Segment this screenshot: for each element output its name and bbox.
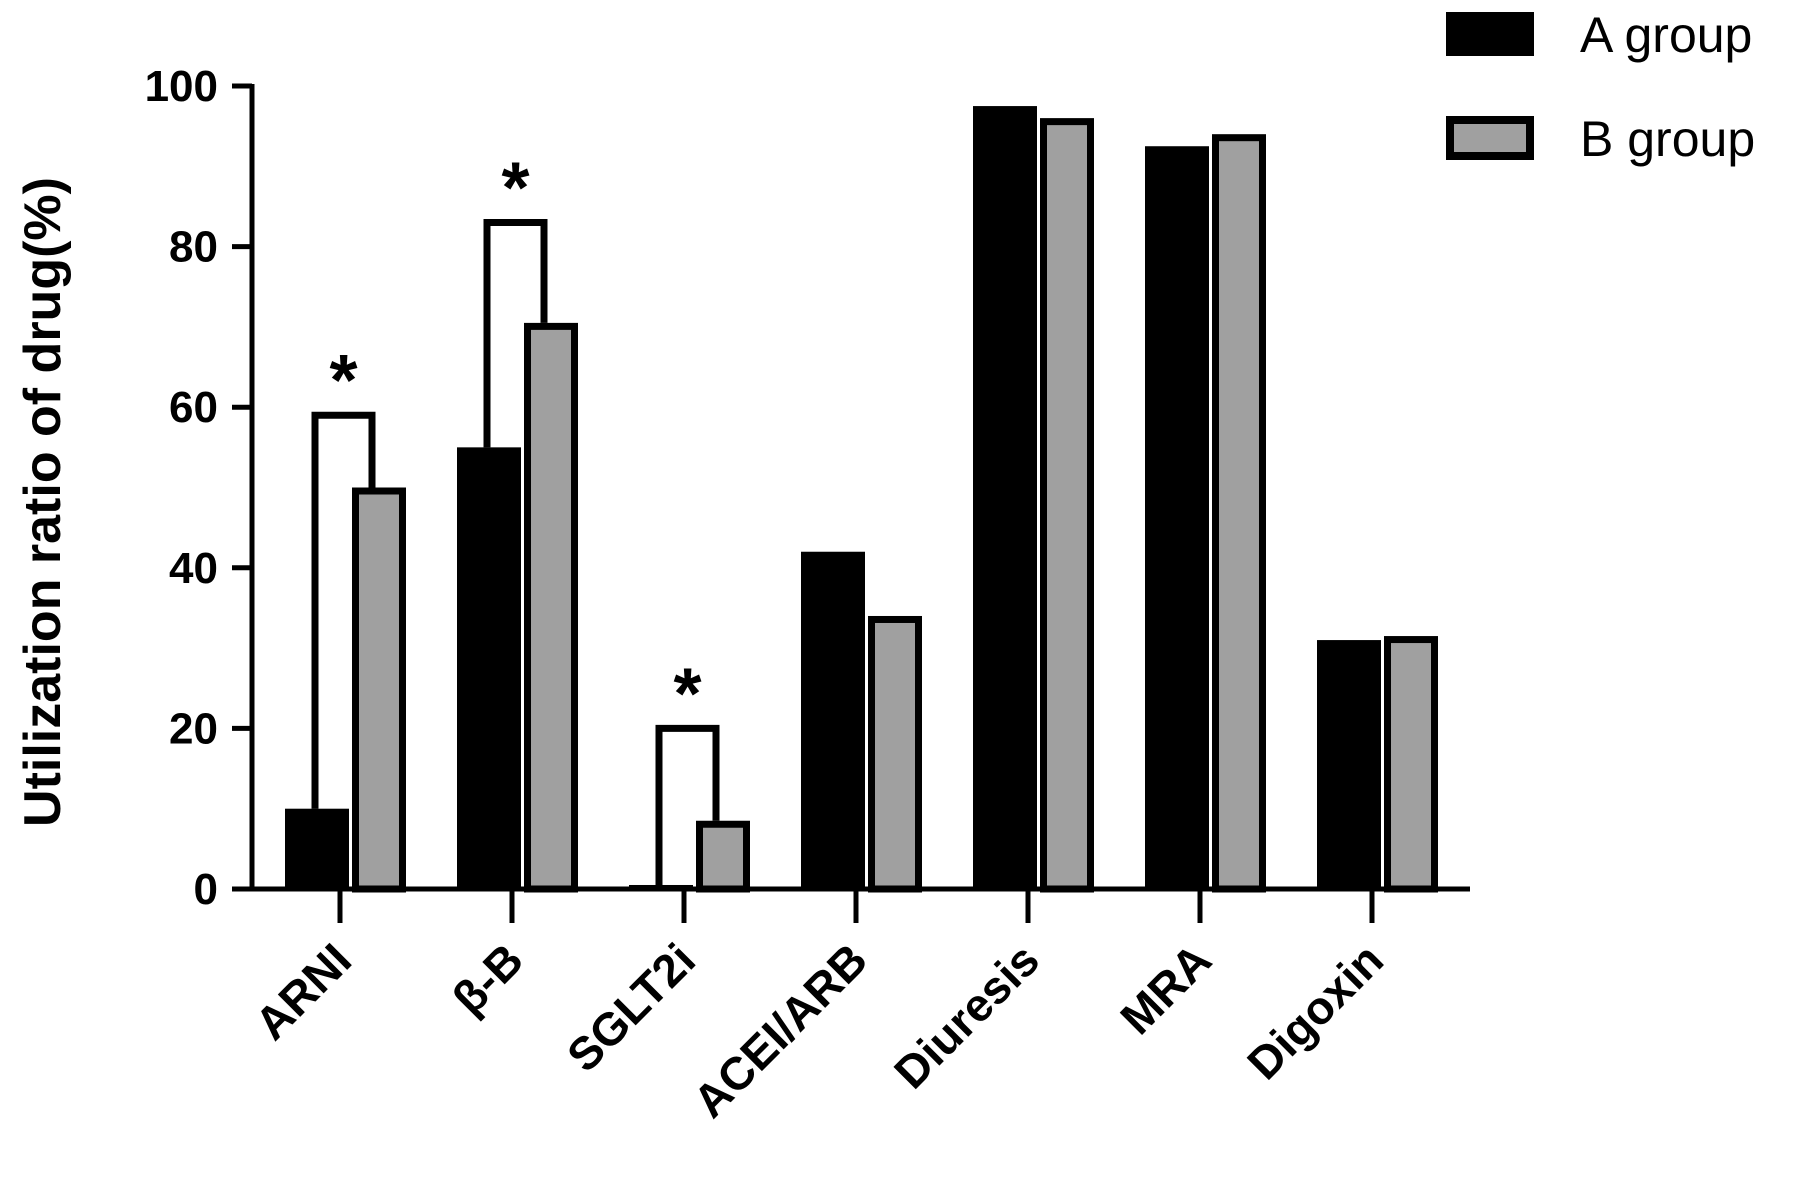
legend-swatch-a-group (1446, 12, 1534, 56)
x-tick-label: β-B (442, 933, 533, 1024)
bar-a-group (457, 447, 521, 889)
y-tick-label: 60 (169, 383, 218, 432)
y-tick-label: 40 (169, 544, 218, 593)
bar-b-group (352, 487, 406, 893)
significance-bracket (311, 411, 376, 809)
bar-b-group (524, 322, 578, 893)
significance-bracket (655, 724, 720, 885)
y-axis-title: Utilization ratio of drug(%) (14, 177, 72, 827)
bar-b-group (1040, 118, 1094, 893)
x-tick-label: MRA (1110, 933, 1221, 1044)
significance-star: * (501, 149, 529, 229)
significance-layer: * * * (311, 149, 720, 885)
bar-b-group (696, 820, 750, 893)
x-tick-label: Diuresis (884, 933, 1049, 1098)
legend-label: A group (1580, 7, 1752, 63)
legend-label: B group (1580, 111, 1755, 167)
bar-b-group (1212, 134, 1266, 893)
legend-swatch-b-group (1446, 116, 1534, 160)
significance-bracket (483, 219, 548, 448)
significance-star: * (673, 654, 701, 734)
bar-b-group (868, 615, 922, 893)
significance-star: * (329, 341, 357, 421)
x-tick-label: SGLT2i (557, 933, 705, 1081)
y-tick-label: 0 (194, 865, 218, 914)
bar-a-group (1317, 640, 1381, 889)
bar-a-group (973, 106, 1037, 889)
bar-a-group (801, 551, 865, 889)
bar-a-group (629, 884, 693, 889)
bar-b-group (1384, 636, 1438, 893)
bar-a-group (1145, 146, 1209, 890)
bars-layer (285, 106, 1438, 893)
y-tick-label: 80 (169, 223, 218, 272)
x-tick-label: Digoxin (1237, 933, 1393, 1089)
x-tick-label: ACEI/ARB (683, 933, 877, 1127)
y-tick-label: 100 (145, 62, 218, 111)
legend: A group B group (1446, 7, 1755, 167)
x-tick-label: ARNI (245, 933, 361, 1049)
bar-a-group (285, 808, 349, 889)
y-tick-label: 20 (169, 704, 218, 753)
